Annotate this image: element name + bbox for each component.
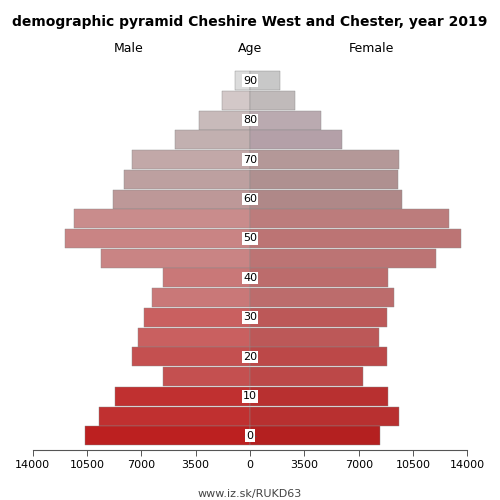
Text: 60: 60 [243, 194, 257, 204]
Bar [124, 170, 250, 189]
Bar [132, 348, 250, 366]
Bar [74, 210, 250, 228]
Bar [250, 328, 379, 346]
Text: Age: Age [238, 42, 262, 55]
Bar [250, 229, 461, 248]
Bar [250, 288, 394, 307]
Bar [250, 210, 449, 228]
Bar [250, 426, 380, 445]
Bar [152, 288, 250, 307]
Text: 80: 80 [243, 115, 257, 125]
Bar [250, 308, 386, 327]
Text: 90: 90 [243, 76, 257, 86]
Text: 40: 40 [243, 273, 257, 283]
Text: 70: 70 [243, 154, 257, 164]
Bar [132, 150, 250, 169]
Bar [163, 268, 250, 287]
Bar [86, 426, 250, 445]
Bar [222, 91, 250, 110]
Bar [250, 367, 364, 386]
Bar [250, 406, 399, 426]
Bar [101, 249, 250, 268]
Text: 50: 50 [243, 234, 257, 243]
Bar [198, 110, 250, 130]
Bar [250, 348, 386, 366]
Bar [250, 150, 399, 169]
Bar [138, 328, 250, 346]
Bar [100, 406, 250, 426]
Bar [250, 387, 388, 406]
Bar [235, 71, 250, 90]
Bar [250, 249, 436, 268]
Bar [114, 190, 250, 208]
Text: 20: 20 [243, 352, 257, 362]
Bar [250, 91, 295, 110]
Bar [163, 367, 250, 386]
Bar [144, 308, 250, 327]
Bar [250, 110, 322, 130]
Bar [250, 71, 280, 90]
Bar [250, 268, 388, 287]
Bar [250, 170, 398, 189]
Bar [250, 190, 402, 208]
Text: 10: 10 [243, 392, 257, 402]
Bar [176, 130, 250, 150]
Title: demographic pyramid Cheshire West and Chester, year 2019: demographic pyramid Cheshire West and Ch… [12, 15, 488, 29]
Bar [65, 229, 250, 248]
Bar [250, 130, 342, 150]
Text: 30: 30 [243, 312, 257, 322]
Text: www.iz.sk/RUKD63: www.iz.sk/RUKD63 [198, 490, 302, 500]
Text: 0: 0 [246, 431, 254, 441]
Text: Male: Male [114, 42, 143, 55]
Bar [115, 387, 250, 406]
Text: Female: Female [349, 42, 395, 55]
